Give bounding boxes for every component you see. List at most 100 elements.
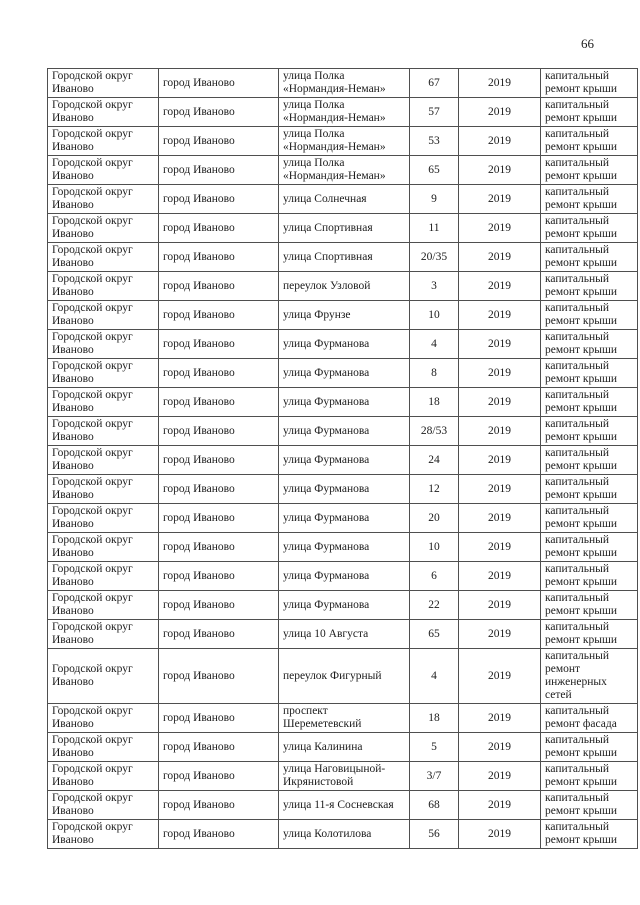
cell-house: 10 xyxy=(409,532,459,562)
cell-house: 3/7 xyxy=(409,761,459,791)
cell-district: Городской округ Иваново xyxy=(47,503,159,533)
cell-city: город Иваново xyxy=(158,416,279,446)
cell-year: 2019 xyxy=(458,619,541,649)
cell-street: улица Фурманова xyxy=(278,329,410,359)
table-row: Городской округ Иваново город Иваново улиц… xyxy=(47,126,638,156)
table-row: Городской округ Иваново город Иваново улиц… xyxy=(47,561,638,591)
cell-work: капитальный ремонт фасада xyxy=(540,703,638,733)
cell-city: город Иваново xyxy=(158,790,279,820)
table-row: Городской округ Иваново город Иваново пере… xyxy=(47,271,638,301)
cell-work: капитальный ремонт крыши xyxy=(540,155,638,185)
cell-year: 2019 xyxy=(458,761,541,791)
table-row: Городской округ Иваново город Иваново улиц… xyxy=(47,819,638,849)
cell-year: 2019 xyxy=(458,445,541,475)
cell-street: улица Фурманова xyxy=(278,474,410,504)
cell-work: капитальный ремонт крыши xyxy=(540,416,638,446)
cell-work: капитальный ремонт инженерных сетей xyxy=(540,648,638,704)
cell-district: Городской округ Иваново xyxy=(47,532,159,562)
cell-year: 2019 xyxy=(458,590,541,620)
cell-year: 2019 xyxy=(458,97,541,127)
cell-work: капитальный ремонт крыши xyxy=(540,213,638,243)
table-row: Городской округ Иваново город Иваново улиц… xyxy=(47,790,638,820)
cell-house: 68 xyxy=(409,790,459,820)
cell-district: Городской округ Иваново xyxy=(47,648,159,704)
cell-city: город Иваново xyxy=(158,703,279,733)
cell-year: 2019 xyxy=(458,271,541,301)
cell-district: Городской округ Иваново xyxy=(47,416,159,446)
table-row: Городской округ Иваново город Иваново улиц… xyxy=(47,416,638,446)
cell-work: капитальный ремонт крыши xyxy=(540,68,638,98)
cell-district: Городской округ Иваново xyxy=(47,155,159,185)
cell-street: улица Фурманова xyxy=(278,561,410,591)
cell-street: улица Фурманова xyxy=(278,503,410,533)
cell-year: 2019 xyxy=(458,561,541,591)
cell-district: Городской округ Иваново xyxy=(47,126,159,156)
cell-street: улица Спортивная xyxy=(278,242,410,272)
table-row: Городской округ Иваново город Иваново улиц… xyxy=(47,732,638,762)
cell-year: 2019 xyxy=(458,703,541,733)
table-row: Городской округ Иваново город Иваново улиц… xyxy=(47,590,638,620)
cell-district: Городской округ Иваново xyxy=(47,619,159,649)
cell-house: 22 xyxy=(409,590,459,620)
table-row: Городской округ Иваново город Иваново улиц… xyxy=(47,387,638,417)
cell-house: 6 xyxy=(409,561,459,591)
cell-house: 65 xyxy=(409,155,459,185)
table-row: Городской округ Иваново город Иваново улиц… xyxy=(47,445,638,475)
cell-house: 9 xyxy=(409,184,459,214)
cell-house: 3 xyxy=(409,271,459,301)
cell-street: улица Полка «Нормандия-Неман» xyxy=(278,126,410,156)
cell-work: капитальный ремонт крыши xyxy=(540,732,638,762)
cell-year: 2019 xyxy=(458,68,541,98)
cell-city: город Иваново xyxy=(158,761,279,791)
cell-year: 2019 xyxy=(458,213,541,243)
table-row: Городской округ Иваново город Иваново улиц… xyxy=(47,300,638,330)
cell-work: капитальный ремонт крыши xyxy=(540,184,638,214)
cell-house: 56 xyxy=(409,819,459,849)
cell-work: капитальный ремонт крыши xyxy=(540,532,638,562)
cell-year: 2019 xyxy=(458,532,541,562)
table-row: Городской округ Иваново город Иваново улиц… xyxy=(47,619,638,649)
cell-year: 2019 xyxy=(458,329,541,359)
cell-year: 2019 xyxy=(458,126,541,156)
cell-year: 2019 xyxy=(458,184,541,214)
cell-district: Городской округ Иваново xyxy=(47,732,159,762)
cell-year: 2019 xyxy=(458,416,541,446)
cell-city: город Иваново xyxy=(158,732,279,762)
cell-house: 4 xyxy=(409,329,459,359)
cell-district: Городской округ Иваново xyxy=(47,97,159,127)
cell-year: 2019 xyxy=(458,242,541,272)
cell-street: улица Фурманова xyxy=(278,532,410,562)
cell-street: переулок Фигурный xyxy=(278,648,410,704)
cell-house: 24 xyxy=(409,445,459,475)
table-row: Городской округ Иваново город Иваново улиц… xyxy=(47,242,638,272)
cell-street: улица Калинина xyxy=(278,732,410,762)
cell-house: 8 xyxy=(409,358,459,388)
cell-street: улица Спортивная xyxy=(278,213,410,243)
cell-city: город Иваново xyxy=(158,68,279,98)
cell-district: Городской округ Иваново xyxy=(47,561,159,591)
cell-work: капитальный ремонт крыши xyxy=(540,97,638,127)
cell-district: Городской округ Иваново xyxy=(47,213,159,243)
table-row: Городской округ Иваново город Иваново улиц… xyxy=(47,358,638,388)
cell-year: 2019 xyxy=(458,819,541,849)
cell-year: 2019 xyxy=(458,300,541,330)
cell-street: улица Полка «Нормандия-Неман» xyxy=(278,68,410,98)
table-row: Городской округ Иваново город Иваново пере… xyxy=(47,648,638,704)
cell-street: проспект Шереметевский xyxy=(278,703,410,733)
cell-district: Городской округ Иваново xyxy=(47,358,159,388)
cell-work: капитальный ремонт крыши xyxy=(540,561,638,591)
cell-street: улица Фурманова xyxy=(278,387,410,417)
cell-house: 4 xyxy=(409,648,459,704)
cell-district: Городской округ Иваново xyxy=(47,445,159,475)
page-number: 66 xyxy=(581,36,594,51)
cell-year: 2019 xyxy=(458,474,541,504)
cell-work: капитальный ремонт крыши xyxy=(540,242,638,272)
cell-district: Городской округ Иваново xyxy=(47,790,159,820)
cell-work: капитальный ремонт крыши xyxy=(540,387,638,417)
cell-work: капитальный ремонт крыши xyxy=(540,619,638,649)
cell-district: Городской округ Иваново xyxy=(47,329,159,359)
cell-city: город Иваново xyxy=(158,561,279,591)
cell-house: 5 xyxy=(409,732,459,762)
table-row: Городской округ Иваново город Иваново улиц… xyxy=(47,97,638,127)
